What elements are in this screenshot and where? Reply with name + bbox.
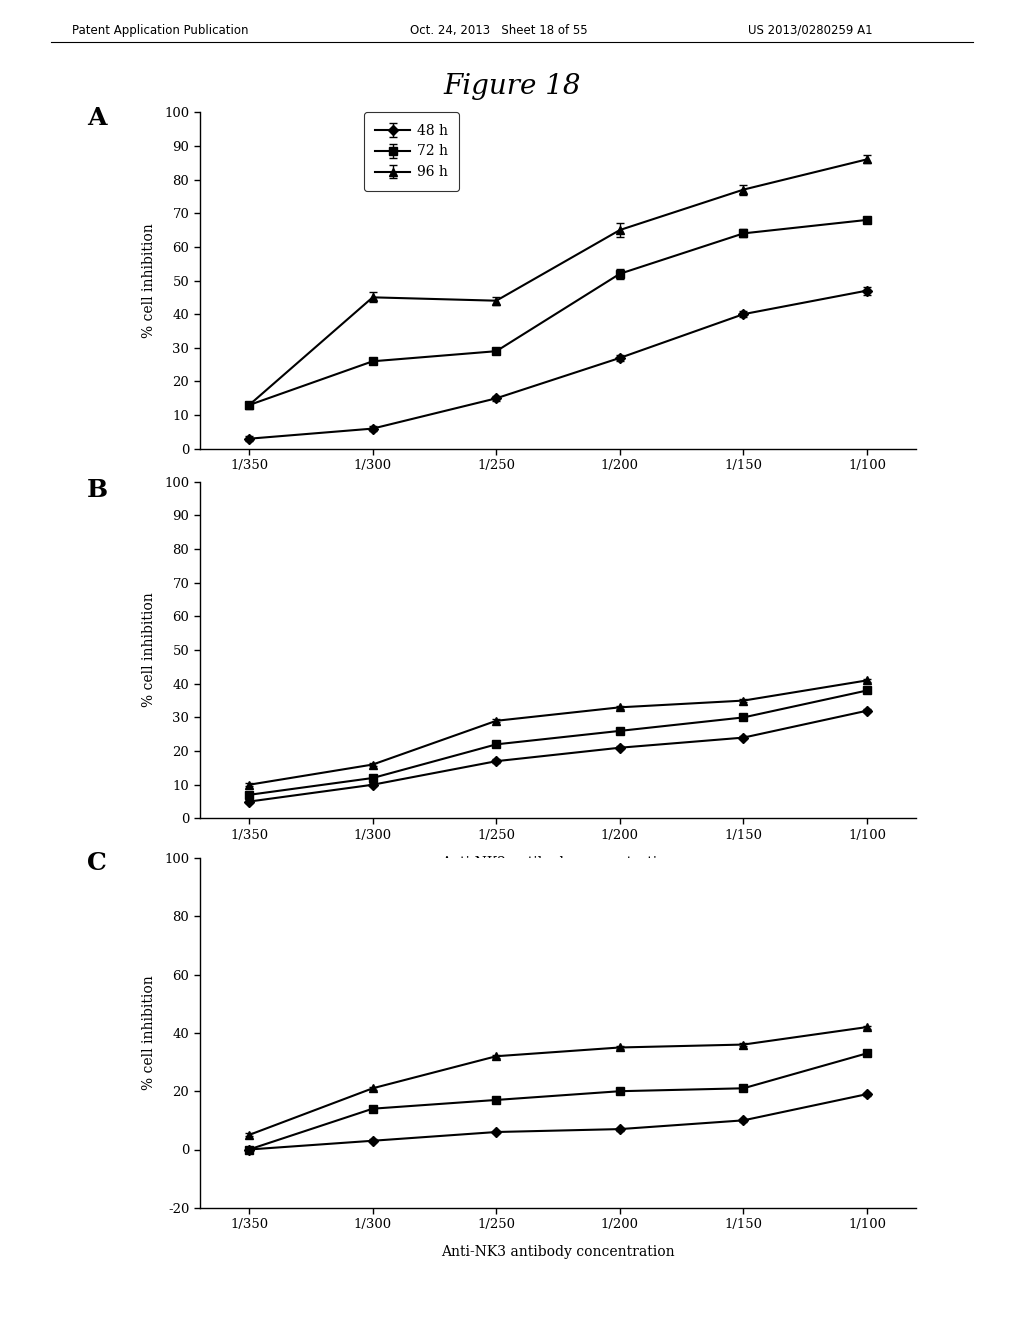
X-axis label: Anti-NK2 antibody concentration: Anti-NK2 antibody concentration <box>441 855 675 870</box>
X-axis label: Anti-NK1 antibody concentration: Anti-NK1 antibody concentration <box>441 486 675 500</box>
Y-axis label: % cell inhibition: % cell inhibition <box>141 223 156 338</box>
Y-axis label: % cell inhibition: % cell inhibition <box>141 593 156 708</box>
Text: A: A <box>87 106 106 129</box>
Text: Figure 18: Figure 18 <box>443 73 581 99</box>
Y-axis label: % cell inhibition: % cell inhibition <box>141 975 156 1090</box>
Text: C: C <box>87 851 106 875</box>
Legend: 48 h, 72 h, 96 h: 48 h, 72 h, 96 h <box>365 112 459 190</box>
X-axis label: Anti-NK3 antibody concentration: Anti-NK3 antibody concentration <box>441 1245 675 1259</box>
Text: Patent Application Publication: Patent Application Publication <box>72 24 248 37</box>
Text: Oct. 24, 2013   Sheet 18 of 55: Oct. 24, 2013 Sheet 18 of 55 <box>410 24 587 37</box>
Text: US 2013/0280259 A1: US 2013/0280259 A1 <box>748 24 872 37</box>
Text: B: B <box>87 478 109 502</box>
